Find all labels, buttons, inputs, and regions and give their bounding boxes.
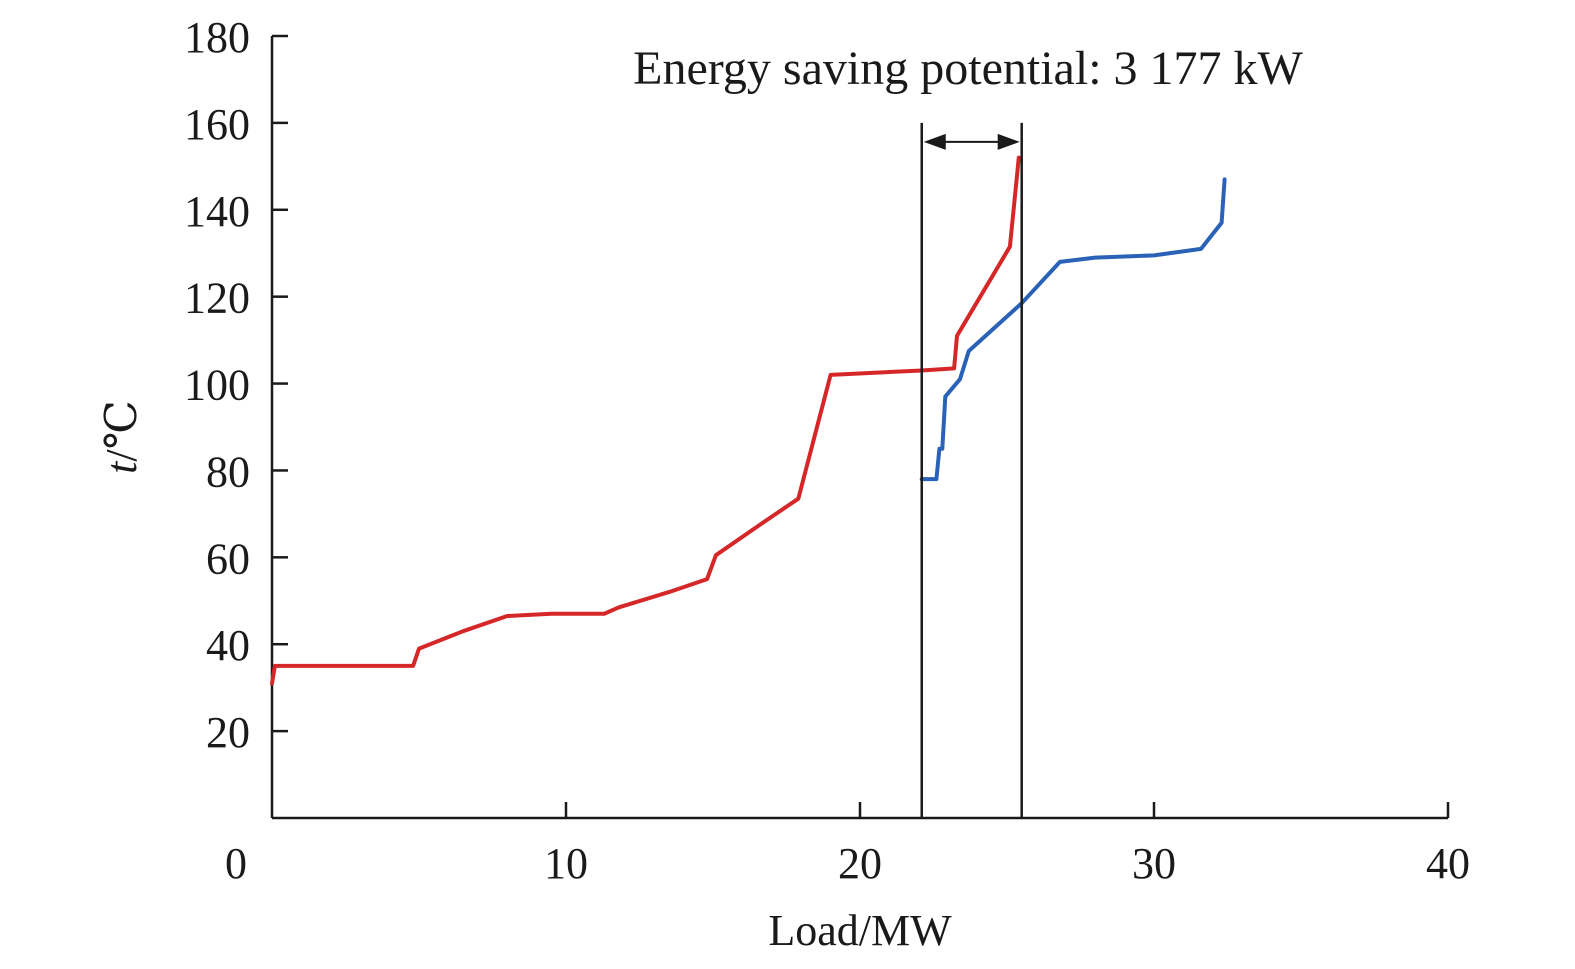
axes xyxy=(270,36,1448,820)
y-tick-label: 120 xyxy=(184,274,250,323)
y-axis-title-symbol: t xyxy=(97,460,146,474)
series-line-cold-composite-curve xyxy=(919,177,1227,482)
y-tick-label: 160 xyxy=(184,100,250,149)
x-tick-label: 10 xyxy=(544,839,588,888)
y-tick-label: 40 xyxy=(206,621,250,670)
arrowhead-right xyxy=(997,133,1020,150)
annotation: Energy saving potential: 3 177 kW xyxy=(633,42,1304,818)
y-tick-label: 140 xyxy=(184,187,250,236)
energy-saving-annotation: Energy saving potential: 3 177 kW xyxy=(633,42,1303,95)
series-layer xyxy=(270,155,1227,686)
y-ticks: 20 40 60 80 100 120 140 160 180 xyxy=(184,13,288,757)
x-axis-title: Load/MW xyxy=(768,906,952,955)
x-tick-label: 0 xyxy=(225,839,247,888)
y-tick-label: 100 xyxy=(184,361,250,410)
series-line-hot-composite-curve xyxy=(270,155,1021,686)
y-axis-title: t/℃ xyxy=(97,400,146,474)
x-ticks: 0 10 20 30 40 xyxy=(225,802,1470,888)
y-tick-label: 80 xyxy=(206,447,250,496)
y-tick-label: 20 xyxy=(206,708,250,757)
x-tick-label: 30 xyxy=(1132,839,1176,888)
arrowhead-left xyxy=(923,133,946,150)
x-tick-label: 20 xyxy=(838,839,882,888)
y-tick-label: 60 xyxy=(206,534,250,583)
y-tick-label: 180 xyxy=(184,13,250,62)
y-axis-title-unit: /℃ xyxy=(97,400,146,461)
x-tick-label: 40 xyxy=(1426,839,1470,888)
